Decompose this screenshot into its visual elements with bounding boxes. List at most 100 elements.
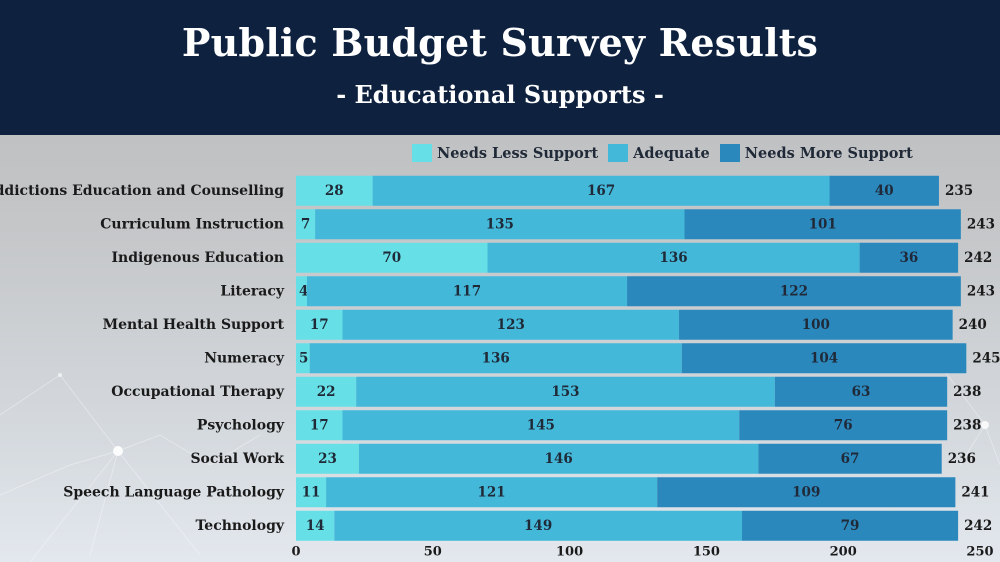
total-label: 235	[945, 183, 973, 199]
data-label-adequate: 149	[524, 518, 552, 534]
header-banner: Public Budget Survey Results - Education…	[0, 0, 1000, 135]
bar-segment-needs-more	[758, 443, 942, 474]
bar-segment-needs-less	[296, 376, 357, 407]
x-tick-label: 100	[556, 545, 583, 560]
bar-segment-needs-more	[774, 376, 948, 407]
category-label: Psychology	[197, 417, 285, 433]
data-label-needs-less: 17	[310, 417, 329, 433]
bar-segment-needs-more	[859, 242, 959, 273]
total-label: 243	[967, 283, 995, 299]
data-label-needs-less: 11	[302, 484, 321, 500]
category-label: Speech Language Pathology	[63, 484, 285, 500]
data-label-needs-less: 7	[301, 216, 310, 232]
bar-segment-adequate	[342, 309, 680, 340]
bar-segment-adequate	[342, 410, 740, 441]
bar-segment-needs-less	[296, 309, 343, 340]
bar-segment-needs-less	[296, 209, 316, 240]
category-label: Technology	[195, 518, 284, 534]
bar-segment-needs-less	[296, 443, 359, 474]
total-label: 238	[953, 384, 981, 400]
category-label: Curriculum Instruction	[100, 216, 284, 232]
data-label-adequate: 145	[527, 417, 555, 433]
bar-segment-needs-less	[296, 343, 310, 374]
bar-segment-needs-more	[657, 477, 956, 508]
page-title: Public Budget Survey Results	[181, 20, 819, 65]
legend-label-adequate: Adequate	[633, 144, 710, 162]
category-label: Addictions Education and Counselling	[0, 183, 284, 199]
bar-segment-adequate	[356, 376, 775, 407]
category-label: Occupational Therapy	[111, 384, 285, 400]
bar-segment-needs-more	[741, 510, 959, 541]
total-label: 238	[953, 417, 981, 433]
bar-segment-needs-less	[296, 276, 307, 307]
total-label: 242	[964, 250, 992, 266]
legend-swatch-needs-less	[412, 144, 432, 162]
bar-segment-needs-less	[296, 477, 327, 508]
legend-item-needs-more: Needs More Support	[719, 144, 913, 162]
bar-segment-needs-more	[681, 343, 967, 374]
data-label-adequate: 136	[482, 350, 510, 366]
legend-swatch-adequate	[608, 144, 629, 162]
data-label-adequate: 167	[587, 183, 615, 199]
bar-segment-adequate	[334, 510, 742, 541]
category-label: Social Work	[190, 451, 284, 467]
bar-segment-needs-more	[684, 209, 961, 240]
legend-label-needs-more: Needs More Support	[744, 144, 913, 162]
data-label-needs-more: 104	[810, 350, 838, 366]
bar-segment-needs-more	[627, 276, 961, 307]
total-label: 236	[948, 451, 976, 467]
background-decoration	[0, 364, 1000, 562]
bar-segment-needs-less	[296, 242, 488, 273]
bar-segment-adequate	[306, 276, 628, 307]
chart-legend: Needs Less Support Adequate Needs More S…	[412, 144, 923, 162]
bar-segment-adequate	[358, 443, 759, 474]
data-label-needs-less: 22	[317, 384, 336, 400]
data-label-needs-more: 76	[834, 417, 853, 433]
data-label-needs-more: 40	[875, 183, 894, 199]
category-label: Mental Health Support	[103, 317, 285, 333]
bar-segment-adequate	[487, 242, 860, 273]
bar-segment-needs-less	[296, 510, 335, 541]
bar-segment-needs-more	[739, 410, 948, 441]
bar-segment-adequate	[309, 343, 682, 374]
x-tick-label: 0	[291, 545, 300, 560]
legend-label-needs-less: Needs Less Support	[437, 144, 599, 162]
data-label-adequate: 121	[478, 484, 506, 500]
data-label-needs-less: 4	[299, 283, 308, 299]
data-label-needs-less: 5	[299, 350, 308, 366]
bar-segment-adequate	[372, 175, 830, 206]
data-label-needs-more: 63	[852, 384, 871, 400]
data-label-adequate: 136	[659, 250, 687, 266]
data-label-adequate: 117	[453, 283, 481, 299]
category-label: Numeracy	[204, 350, 285, 366]
legend-swatch-needs-more	[719, 144, 740, 162]
total-label: 240	[959, 317, 987, 333]
x-tick-label: 150	[693, 545, 720, 560]
total-label: 241	[961, 484, 989, 500]
data-label-needs-more: 122	[780, 283, 808, 299]
x-tick-label: 200	[830, 545, 857, 560]
category-label: Literacy	[220, 283, 285, 299]
bar-segment-needs-less	[296, 410, 343, 441]
bar-segment-adequate	[315, 209, 685, 240]
total-label: 245	[972, 350, 1000, 366]
data-label-needs-more: 100	[802, 317, 830, 333]
total-label: 242	[964, 518, 992, 534]
x-tick-label: 50	[424, 545, 442, 560]
total-label: 243	[967, 216, 995, 232]
data-label-needs-less: 23	[318, 451, 337, 467]
data-label-needs-more: 67	[841, 451, 860, 467]
data-label-adequate: 153	[551, 384, 579, 400]
bar-segment-needs-more	[679, 309, 953, 340]
data-label-needs-less: 14	[306, 518, 325, 534]
data-label-needs-more: 109	[792, 484, 820, 500]
data-label-adequate: 123	[497, 317, 525, 333]
legend-item-adequate: Adequate	[608, 144, 710, 162]
data-label-adequate: 135	[486, 216, 514, 232]
bar-segment-needs-less	[296, 175, 373, 206]
data-label-needs-less: 70	[382, 250, 401, 266]
bar-segment-adequate	[326, 477, 658, 508]
category-label: Indigenous Education	[111, 250, 284, 266]
page-subtitle: - Educational Supports -	[336, 80, 664, 109]
